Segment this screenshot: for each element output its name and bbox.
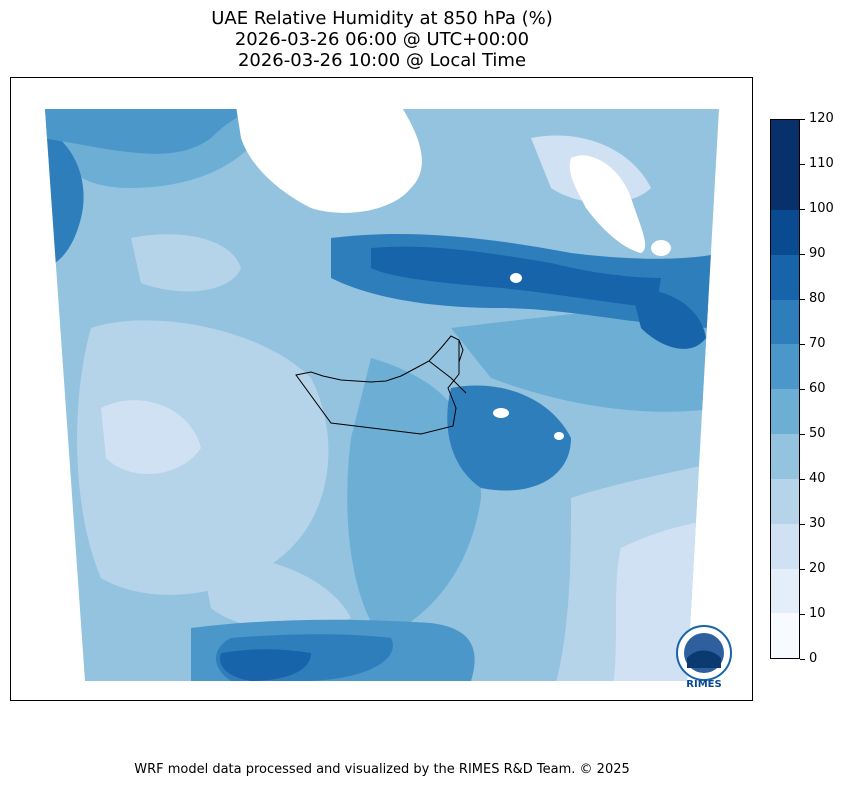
colorbar-tick bbox=[800, 523, 805, 525]
colorbar-tick-label: 30 bbox=[809, 516, 826, 531]
title-line-3: 2026-03-26 10:00 @ Local Time bbox=[237, 50, 527, 71]
field-missing-blob-2 bbox=[493, 408, 509, 418]
colorbar-tick-label: 100 bbox=[809, 201, 834, 216]
colorbar-segment bbox=[771, 299, 799, 345]
colorbar-tick bbox=[800, 163, 805, 165]
colorbar-segment bbox=[771, 568, 799, 614]
colorbar-tick-label: 120 bbox=[809, 111, 834, 126]
rimes-logo: RIMES bbox=[676, 625, 732, 690]
colorbar bbox=[770, 119, 800, 659]
colorbar-segment bbox=[771, 478, 799, 524]
colorbar-segment bbox=[771, 164, 799, 210]
colorbar-tick-label: 70 bbox=[809, 336, 826, 351]
field-light-north bbox=[131, 234, 241, 292]
field-darker-east bbox=[631, 288, 706, 349]
colorbar-tick bbox=[800, 208, 805, 210]
colorbar-tick bbox=[800, 253, 805, 255]
uae-border bbox=[295, 335, 467, 435]
colorbar-tick-label: 10 bbox=[809, 606, 826, 621]
title-line-2: 2026-03-26 06:00 @ UTC+00:00 bbox=[234, 29, 530, 50]
colorbar-segment bbox=[771, 613, 799, 659]
colorbar-tick-label: 0 bbox=[809, 651, 818, 666]
colorbar-tick-label: 110 bbox=[809, 156, 834, 171]
colorbar-tick bbox=[800, 118, 805, 120]
colorbar-tick bbox=[800, 613, 805, 615]
field-missing-north bbox=[236, 109, 422, 213]
field-dark-northwest bbox=[45, 109, 271, 154]
footer-credit: WRF model data processed and visualized … bbox=[134, 762, 630, 777]
logo-text: RIMES bbox=[686, 679, 721, 690]
field-missing-blob-3 bbox=[554, 432, 564, 440]
figure-title: UAE Relative Humidity at 850 hPa (%) 202… bbox=[0, 8, 764, 71]
colorbar-tick bbox=[800, 433, 805, 435]
field-light-west bbox=[77, 320, 329, 595]
title-line-1: UAE Relative Humidity at 850 hPa (%) bbox=[211, 8, 553, 29]
colorbar-tick bbox=[800, 478, 805, 480]
colorbar-segment bbox=[771, 344, 799, 390]
colorbar-segment bbox=[771, 254, 799, 300]
colorbar-segment bbox=[771, 120, 799, 165]
colorbar-tick-label: 40 bbox=[809, 471, 826, 486]
field-light-south bbox=[201, 556, 351, 631]
colorbar-segment bbox=[771, 433, 799, 479]
colorbar-tick-label: 20 bbox=[809, 561, 826, 576]
colorbar-segment bbox=[771, 209, 799, 255]
field-dark-oman bbox=[447, 385, 571, 491]
field-lighter-west bbox=[101, 400, 201, 475]
colorbar-tick-label: 60 bbox=[809, 381, 826, 396]
field-mid-central bbox=[347, 358, 481, 638]
colorbar-tick-label: 80 bbox=[809, 291, 826, 306]
field-darkest-south bbox=[220, 649, 311, 681]
colorbar-tick bbox=[800, 388, 805, 390]
colorbar-segment bbox=[771, 389, 799, 434]
colorbar-tick bbox=[800, 568, 805, 570]
colorbar-tick bbox=[800, 658, 805, 660]
field-missing-northeast bbox=[569, 155, 646, 253]
humidity-map: RIMES bbox=[45, 109, 732, 690]
colorbar-tick-label: 90 bbox=[809, 246, 826, 261]
field-missing-blob-1 bbox=[510, 273, 522, 283]
map-panel: RIMES bbox=[10, 77, 753, 701]
colorbar-tick bbox=[800, 343, 805, 345]
humidity-field bbox=[45, 109, 719, 681]
colorbar-tick bbox=[800, 298, 805, 300]
colorbar-tick-label: 50 bbox=[809, 426, 826, 441]
colorbar-segment bbox=[771, 523, 799, 569]
field-missing-blob-4 bbox=[651, 240, 671, 256]
